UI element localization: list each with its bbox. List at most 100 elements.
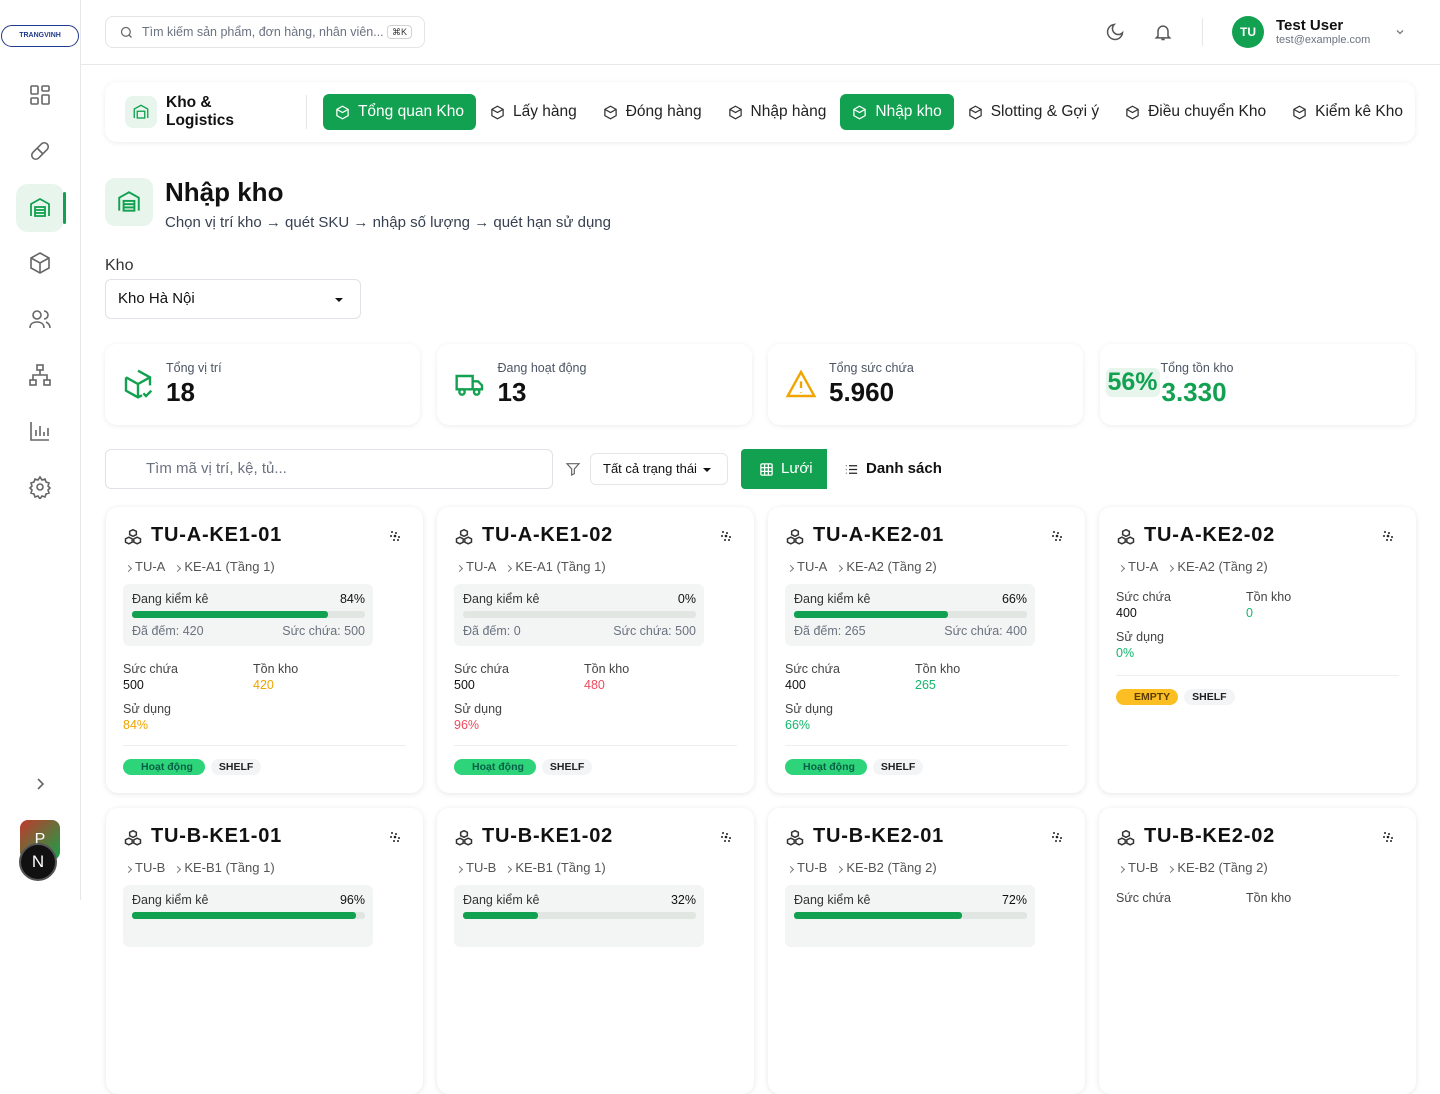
nav-icon-active[interactable] — [16, 184, 66, 232]
section-icon — [125, 96, 157, 128]
location-card[interactable]: TU-B-KE2-02 TU-B KE-B2 (Tầng 2) Sức chứa Tồn… — [1099, 808, 1416, 1094]
location-card[interactable]: TU-A-KE2-02 TU-A KE-A2 (Tầng 2) Sức chứa 400… — [1099, 507, 1416, 793]
nav-icon[interactable] — [28, 363, 52, 387]
icon — [968, 105, 982, 119]
logo[interactable]: TRANGVINH — [1, 25, 79, 47]
location-card[interactable]: TU-B-KE1-01 TU-B KE-B1 (Tầng 1) Đang kiểm k… — [106, 808, 423, 1094]
nav-tab[interactable]: Nhập hàng — [716, 94, 839, 130]
stat-card: Đang hoạt động 13 — [436, 344, 752, 425]
audit-percent: 84% — [339, 592, 365, 606]
status-filter[interactable]: Tất cả trạng thái — [590, 453, 728, 485]
icon — [1126, 105, 1139, 119]
tag: SHELF — [210, 759, 262, 775]
expand-icon[interactable] — [28, 772, 52, 796]
nav-icon[interactable] — [28, 83, 52, 107]
page-subtitle: Chọn vị trí kho → quét SKU → nhập số lượ… — [165, 214, 611, 231]
audit-box: Đang kiểm kê 32% — [454, 885, 704, 947]
shelf-label: KE-A2 (Tầng 2) — [1177, 559, 1268, 574]
stat: Sử dụng 84% — [123, 702, 171, 732]
zone: TU-A — [455, 559, 496, 574]
global-search[interactable]: Tìm kiếm sản phẩm, đơn hàng, nhân viên..… — [105, 16, 425, 48]
location-search[interactable]: Tìm mã vị trí, kệ, tủ... — [105, 449, 553, 489]
section-title: Kho & Logistics — [166, 94, 235, 129]
warehouse-select[interactable]: Kho Hà Nội — [105, 279, 361, 319]
stat-card: 56% Tổng tồn kho 3.330 — [1099, 344, 1415, 425]
location-card[interactable]: TU-A-KE2-01 TU-A KE-A2 (Tầng 2) Đang kiểm k… — [768, 507, 1085, 793]
nav-tab[interactable]: Tổng quan Kho — [322, 94, 476, 130]
progress-fill — [794, 611, 948, 618]
nav-tab[interactable]: Lấy hàng — [478, 94, 589, 130]
user-avatar[interactable]: TU — [1232, 16, 1264, 48]
stat: Sức chứa 400 — [785, 662, 840, 692]
nav-tab-label: Điều chuyển Kho — [1148, 103, 1267, 120]
audit-label: Đang kiểm kê — [794, 592, 871, 606]
view-grid[interactable]: Lưới — [741, 449, 827, 489]
stat-card: Tổng sức chứa 5.960 — [768, 344, 1083, 425]
icon — [786, 528, 804, 545]
shelf: KE-A1 (Tầng 1) — [174, 559, 275, 574]
icon — [1383, 531, 1393, 541]
location-code: TU-A-KE1-01 — [151, 524, 283, 546]
shelf: KE-A2 (Tầng 2) — [1167, 559, 1268, 574]
sidebar: TRANGVINH P N — [0, 0, 81, 900]
location-card[interactable]: TU-B-KE1-02 TU-B KE-B1 (Tầng 1) Đang kiểm k… — [437, 808, 754, 1094]
stat-label: Sức chứa — [1116, 590, 1171, 604]
audit-counted: Đã đếm: 0 — [463, 624, 521, 638]
tag: EMPTY — [1116, 689, 1179, 705]
nav-tab[interactable]: Đóng hàng — [591, 94, 714, 130]
stat-card: Tổng vị trí 18 — [105, 344, 420, 425]
progress-track — [463, 611, 696, 618]
theme-toggle[interactable] — [1105, 22, 1125, 42]
location-card[interactable]: TU-B-KE2-01 TU-B KE-B2 (Tầng 2) Đang kiểm k… — [768, 808, 1085, 1094]
badge: N — [19, 843, 57, 881]
tags: Hoạt động SHELF — [123, 759, 262, 775]
location-code: TU-A-KE2-01 — [813, 524, 945, 546]
nav-tab-label: Lấy hàng — [512, 103, 577, 120]
icon — [390, 531, 400, 541]
zone-label: TU-B — [797, 860, 828, 875]
icon — [1052, 531, 1062, 541]
page-title: Nhập kho — [165, 177, 284, 207]
progress-track — [463, 912, 696, 919]
tags: Hoạt động SHELF — [785, 759, 924, 775]
icon — [124, 369, 153, 399]
chevron — [1117, 865, 1126, 874]
icon — [1383, 832, 1393, 842]
tags: EMPTY SHELF — [1116, 689, 1235, 705]
user-menu[interactable] — [1394, 26, 1406, 38]
nav-icon[interactable] — [28, 251, 52, 275]
audit-label: Đang kiểm kê — [132, 893, 209, 907]
audit-label: Đang kiểm kê — [463, 893, 540, 907]
nav-tab[interactable]: Slotting & Gợi ý — [956, 94, 1111, 130]
filter-icon — [565, 463, 581, 476]
zone-label: TU-A — [797, 559, 828, 574]
shelf-label: KE-A1 (Tầng 1) — [515, 559, 606, 574]
stat: Sử dụng 66% — [785, 702, 833, 732]
nav-icon[interactable] — [28, 419, 52, 443]
location-card[interactable]: TU-A-KE1-02 TU-A KE-A1 (Tầng 1) Đang kiểm k… — [437, 507, 754, 793]
tag: SHELF — [872, 759, 924, 775]
nav-tab-label: Slotting & Gợi ý — [990, 103, 1100, 120]
view-list[interactable]: Danh sách — [844, 449, 942, 489]
nav-tab[interactable]: Nhập kho — [840, 94, 954, 130]
notifications[interactable] — [1153, 22, 1173, 42]
nav-tab[interactable]: Điều chuyển Kho — [1113, 94, 1278, 130]
nav-tab[interactable]: Kiểm kê Kho — [1280, 94, 1415, 130]
tag: SHELF — [1184, 689, 1235, 705]
nav-icon[interactable] — [28, 139, 52, 163]
icon — [721, 531, 731, 541]
location-card[interactable]: TU-A-KE1-01 TU-A KE-A1 (Tầng 1) Đang kiểm k… — [106, 507, 423, 793]
audit-percent: 66% — [1001, 592, 1027, 606]
chevron — [174, 865, 182, 874]
stat-label: Tổng vị trí — [166, 361, 222, 375]
user-name: Test User — [1276, 17, 1344, 34]
module-section: Kho & Logistics — [125, 94, 307, 129]
nav-icon[interactable] — [28, 307, 52, 331]
tag: SHELF — [541, 759, 593, 775]
chevron — [1117, 564, 1126, 573]
zone: TU-A — [124, 559, 165, 574]
icon — [1117, 528, 1135, 545]
progress-fill — [132, 912, 356, 919]
breadcrumb: TU-B KE-B2 (Tầng 2) — [1117, 860, 1268, 875]
nav-icon[interactable] — [28, 475, 52, 499]
